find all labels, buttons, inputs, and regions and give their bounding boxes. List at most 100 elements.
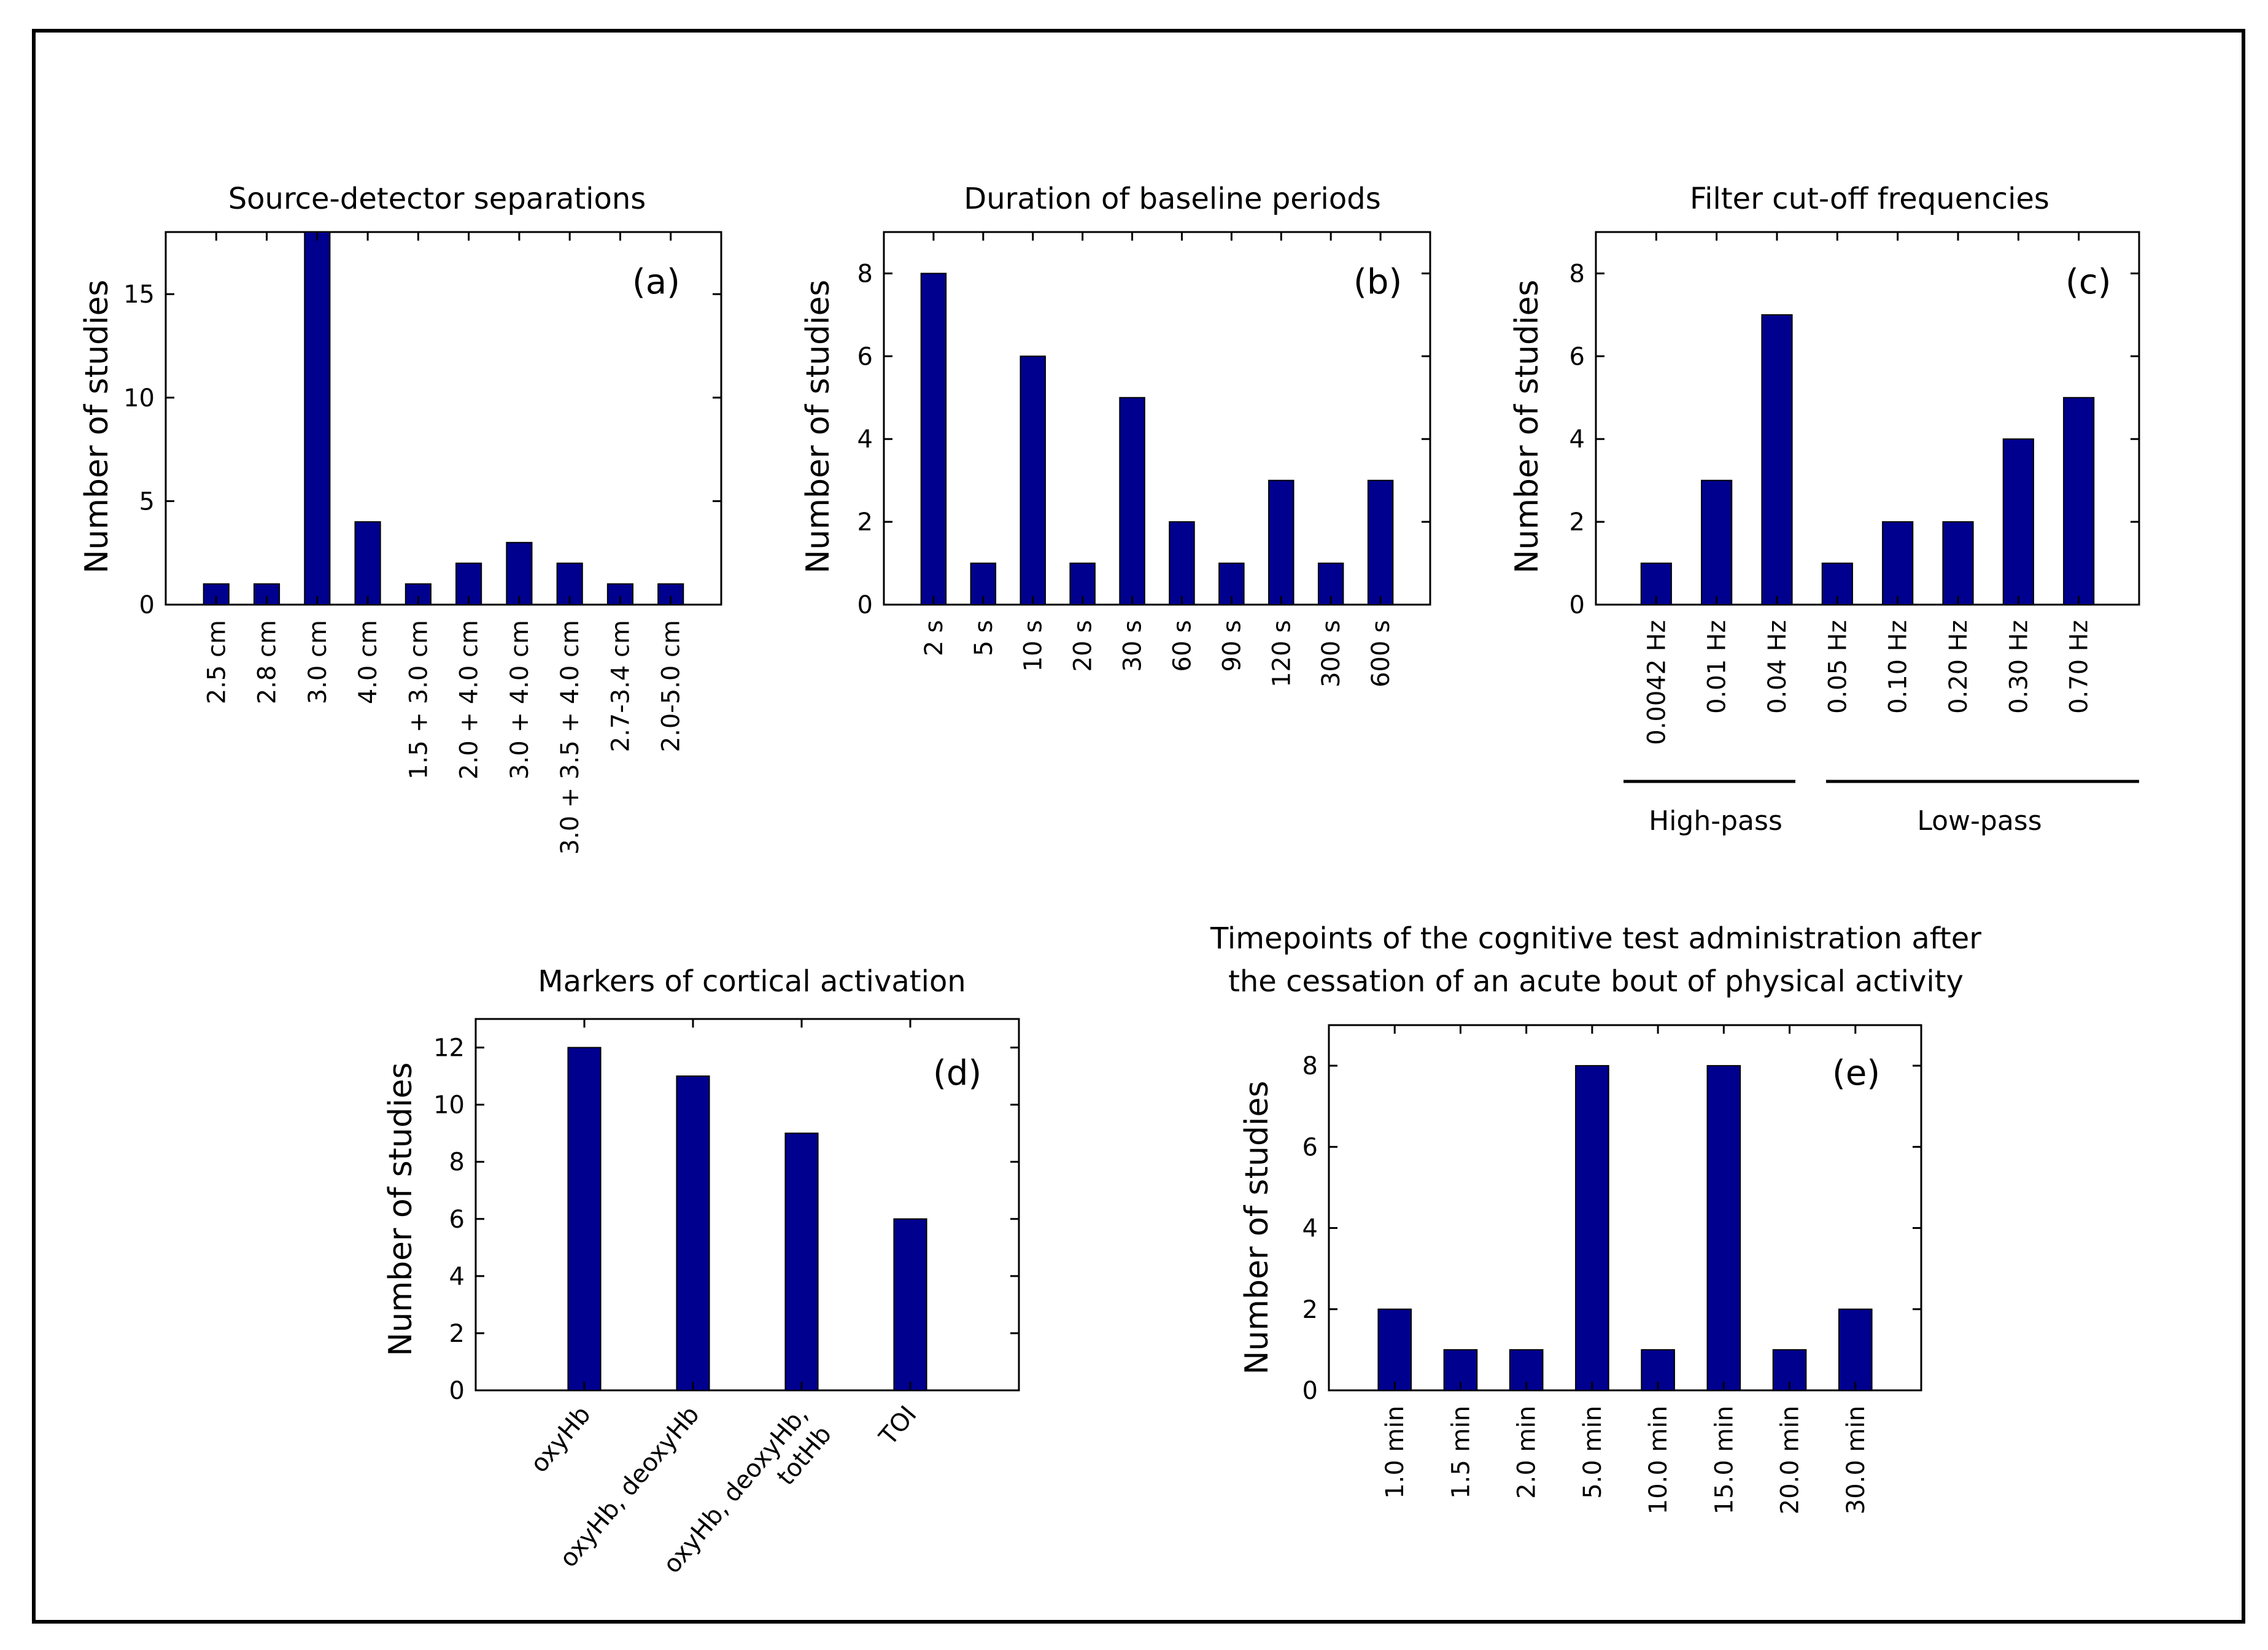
chart-d-ylabel: Number of studies	[382, 1062, 419, 1356]
chart-c-xtick-label: 0.10 Hz	[1884, 620, 1913, 714]
chart-a-bar	[304, 231, 331, 605]
chart-a-ytick-label: 0	[139, 591, 155, 619]
chart-b-xtick-label: 120 s	[1268, 620, 1296, 688]
chart-b-title: Duration of baseline periods	[964, 182, 1380, 216]
chart-b-panel-label: (b)	[1353, 262, 1402, 302]
chart-c-bar	[1882, 521, 1914, 605]
chart-b-xtick-label: 10 s	[1020, 620, 1048, 672]
chart-b-ytick-label: 0	[857, 591, 873, 619]
chart-d-ytick-label: 6	[449, 1206, 465, 1234]
chart-a-bar	[354, 521, 381, 605]
chart-e-xtick-label: 1.5 min	[1447, 1406, 1475, 1499]
chart-b-bar	[1119, 397, 1145, 605]
chart-b-xtick-label: 90 s	[1218, 620, 1246, 672]
chart-a-xtick-label: 2.0 + 4.0 cm	[455, 620, 484, 780]
chart-a-xtick-label: 3.0 cm	[304, 620, 332, 704]
chart-c-ylabel: Number of studies	[1509, 279, 1546, 573]
chart-a-xtick-label: 3.0 + 3.5 + 4.0 cm	[556, 620, 584, 854]
chart-a-xtick-label: 2.5 cm	[203, 620, 231, 704]
chart-c-xtick-label: 0.0042 Hz	[1643, 620, 1671, 745]
chart-a-xtick-label: 1.5 + 3.0 cm	[404, 620, 433, 780]
chart-c-ytick-label: 6	[1569, 343, 1585, 371]
chart-c-bar	[1942, 521, 1974, 605]
chart-c-panel-label: (c)	[2065, 262, 2111, 302]
chart-d-ytick-label: 8	[449, 1148, 465, 1177]
chart-b-bar	[1268, 479, 1295, 606]
chart-panel-c: Filter cut-off frequencies Number of stu…	[1509, 182, 2140, 837]
chart-e-ytick-label: 6	[1302, 1133, 1318, 1161]
chart-b-bar	[1367, 479, 1394, 606]
chart-e-title-line-1: Timepoints of the cognitive test adminis…	[1210, 921, 1981, 956]
chart-a-title: Source-detector separations	[228, 182, 646, 216]
chart-c-xtick-label: 0.70 Hz	[2065, 620, 2094, 714]
chart-a-xtick-label: 2.8 cm	[254, 620, 282, 704]
chart-c-bar	[1701, 479, 1733, 606]
chart-b-ytick-label: 6	[857, 343, 873, 371]
low-pass-group-label: Low-pass	[1917, 805, 2042, 837]
chart-c-bar	[1761, 314, 1793, 606]
chart-panel-b: Duration of baseline periods Number of s…	[800, 182, 1431, 688]
chart-e-xtick-label: 30.0 min	[1842, 1406, 1870, 1514]
chart-c-xtick-label: 0.04 Hz	[1763, 620, 1792, 714]
chart-e-ytick-label: 8	[1302, 1052, 1318, 1080]
chart-b-xtick-label: 300 s	[1317, 620, 1345, 688]
chart-a-xtick-label: 3.0 + 4.0 cm	[506, 620, 534, 780]
chart-a-panel-label: (a)	[632, 262, 680, 302]
chart-d-ytick-label: 0	[449, 1377, 465, 1405]
chart-d-ytick-label: 2	[449, 1320, 465, 1348]
chart-c-bar	[2063, 397, 2095, 605]
chart-a-ylabel: Number of studies	[79, 279, 115, 573]
chart-d-ytick-label: 4	[449, 1263, 465, 1291]
chart-e-bar	[1377, 1308, 1412, 1392]
chart-e-panel-label: (e)	[1832, 1053, 1880, 1093]
chart-b-xtick-label: 30 s	[1119, 620, 1147, 672]
chart-d-panel-label: (d)	[933, 1053, 981, 1093]
chart-b-ylabel: Number of studies	[800, 279, 837, 573]
chart-e-bar	[1706, 1065, 1741, 1391]
high-pass-group-label: High-pass	[1649, 805, 1782, 837]
chart-a-bar	[506, 541, 533, 605]
chart-b-axes-frame	[883, 231, 1431, 606]
chart-b-ytick-label: 8	[857, 260, 873, 288]
chart-e-bar	[1838, 1308, 1873, 1392]
chart-e-title-line-2: the cessation of an acute bout of physic…	[1228, 964, 1964, 999]
chart-a-ytick-label: 10	[123, 384, 155, 412]
chart-b-ytick-label: 2	[857, 508, 873, 536]
chart-c-xtick-label: 0.01 Hz	[1703, 620, 1732, 714]
chart-b-ytick-label: 4	[857, 425, 873, 454]
chart-b-bar	[1020, 355, 1046, 605]
chart-d-bar	[784, 1133, 819, 1391]
chart-a-xtick-label: 2.0-5.0 cm	[657, 620, 686, 752]
figure-border	[32, 29, 2245, 1624]
chart-e-ytick-label: 0	[1302, 1377, 1318, 1405]
chart-d-axes-frame	[474, 1018, 1020, 1392]
chart-e-bar	[1575, 1065, 1609, 1391]
chart-b-xtick-label: 5 s	[970, 620, 998, 656]
chart-c-axes-frame	[1595, 231, 2140, 606]
chart-c-ytick-label: 8	[1569, 260, 1585, 288]
chart-d-bar	[893, 1218, 927, 1392]
chart-a-xtick-label: 2.7-3.4 cm	[606, 620, 635, 752]
chart-b-xtick-label: 20 s	[1069, 620, 1097, 672]
chart-e-xtick-label: 5.0 min	[1579, 1406, 1607, 1499]
chart-a-ytick-label: 15	[123, 281, 155, 309]
chart-b-bar	[1169, 521, 1195, 605]
chart-d-ytick-label: 10	[433, 1091, 465, 1120]
chart-e-ytick-label: 4	[1302, 1215, 1318, 1243]
chart-e-axes-frame	[1328, 1024, 1922, 1392]
chart-d-ytick-label: 12	[433, 1034, 465, 1063]
chart-b-xtick-label: 60 s	[1168, 620, 1196, 672]
chart-e-xtick-label: 20.0 min	[1776, 1406, 1805, 1514]
chart-c-ytick-label: 4	[1569, 425, 1585, 454]
chart-b-xtick-label: 2 s	[920, 620, 948, 656]
chart-c-xtick-label: 0.05 Hz	[1824, 620, 1852, 714]
chart-panel-a: Source-detector separations Number of st…	[79, 182, 722, 854]
chart-e-xtick-label: 15.0 min	[1710, 1406, 1738, 1514]
chart-b-bar	[920, 273, 947, 605]
chart-e-xtick-label: 1.0 min	[1381, 1406, 1409, 1499]
chart-d-bar	[567, 1047, 602, 1391]
chart-c-xtick-label: 0.20 Hz	[1945, 620, 1973, 714]
chart-c-bar	[2002, 438, 2034, 605]
